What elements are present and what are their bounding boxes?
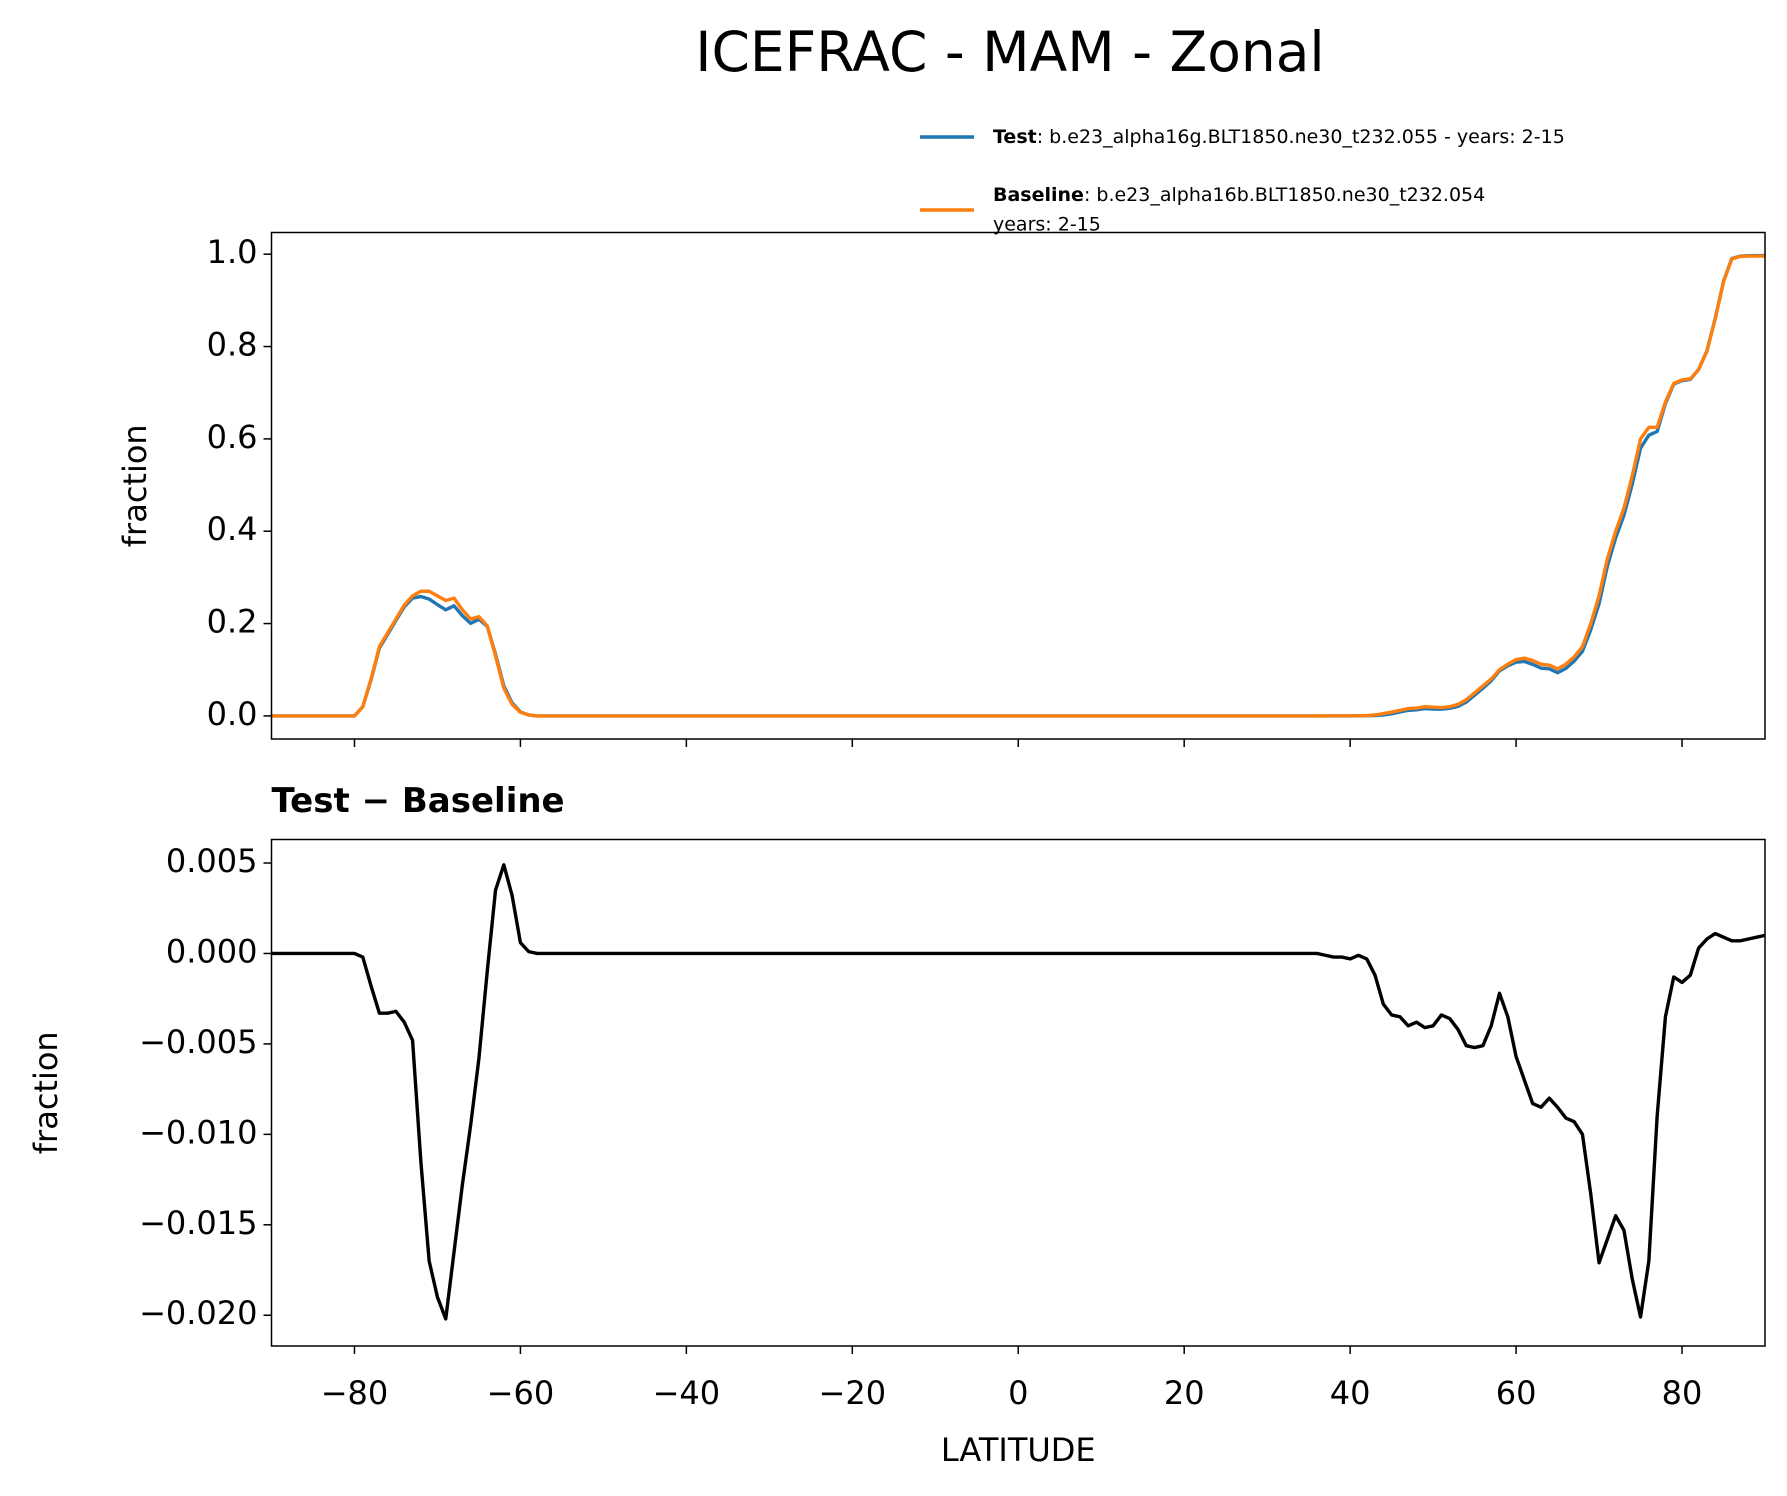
x-tick-label: −40 (653, 1374, 721, 1412)
legend-entry: Baseline: b.e23_alpha16b.BLT1850.ne30_t2… (993, 184, 1485, 206)
legend-label: : b.e23_alpha16g.BLT1850.ne30_t232.055 -… (1037, 126, 1565, 148)
figure-title: ICEFRAC - MAM - Zonal (695, 20, 1324, 84)
y-tick-label: −0.005 (139, 1023, 257, 1061)
x-tick-label: 60 (1496, 1374, 1537, 1412)
y-tick-label: 0.8 (207, 326, 258, 364)
x-tick-label: 0 (1008, 1374, 1028, 1412)
legend-label: years: 2-15 (993, 214, 1101, 236)
legend-label: : b.e23_alpha16b.BLT1850.ne30_t232.054 (1084, 184, 1485, 206)
y-axis-label: fraction (116, 424, 154, 547)
legend-name: Test (993, 126, 1037, 148)
data-line (271, 863, 1766, 1321)
axes-frame (270, 838, 1766, 1347)
x-tick-label: −80 (321, 1374, 389, 1412)
x-tick-label: 40 (1330, 1374, 1371, 1412)
y-axis-label: fraction (27, 1031, 65, 1154)
x-tick-label: 20 (1164, 1374, 1205, 1412)
y-tick-label: 0.0 (207, 695, 258, 733)
y-tick-label: 0.005 (166, 842, 258, 880)
y-tick-label: −0.010 (139, 1113, 257, 1151)
y-tick-label: 0.2 (207, 603, 258, 641)
y-tick-label: 0.6 (207, 418, 258, 456)
axes-title: Test − Baseline (272, 781, 565, 821)
y-tick-label: −0.015 (139, 1204, 257, 1242)
legend-name: Baseline (993, 184, 1084, 206)
y-tick-label: 1.0 (207, 233, 258, 271)
x-axis-label: LATITUDE (941, 1431, 1096, 1469)
x-tick-label: −20 (819, 1374, 887, 1412)
y-tick-label: 0.4 (207, 510, 258, 548)
data-line (271, 254, 1765, 718)
y-tick-label: −0.020 (139, 1294, 257, 1332)
legend-entry: Test: b.e23_alpha16g.BLT1850.ne30_t232.0… (993, 126, 1565, 148)
x-tick-label: 80 (1662, 1374, 1703, 1412)
y-tick-label: 0.000 (166, 932, 258, 970)
axes-frame (270, 231, 1766, 740)
x-tick-label: −60 (487, 1374, 555, 1412)
